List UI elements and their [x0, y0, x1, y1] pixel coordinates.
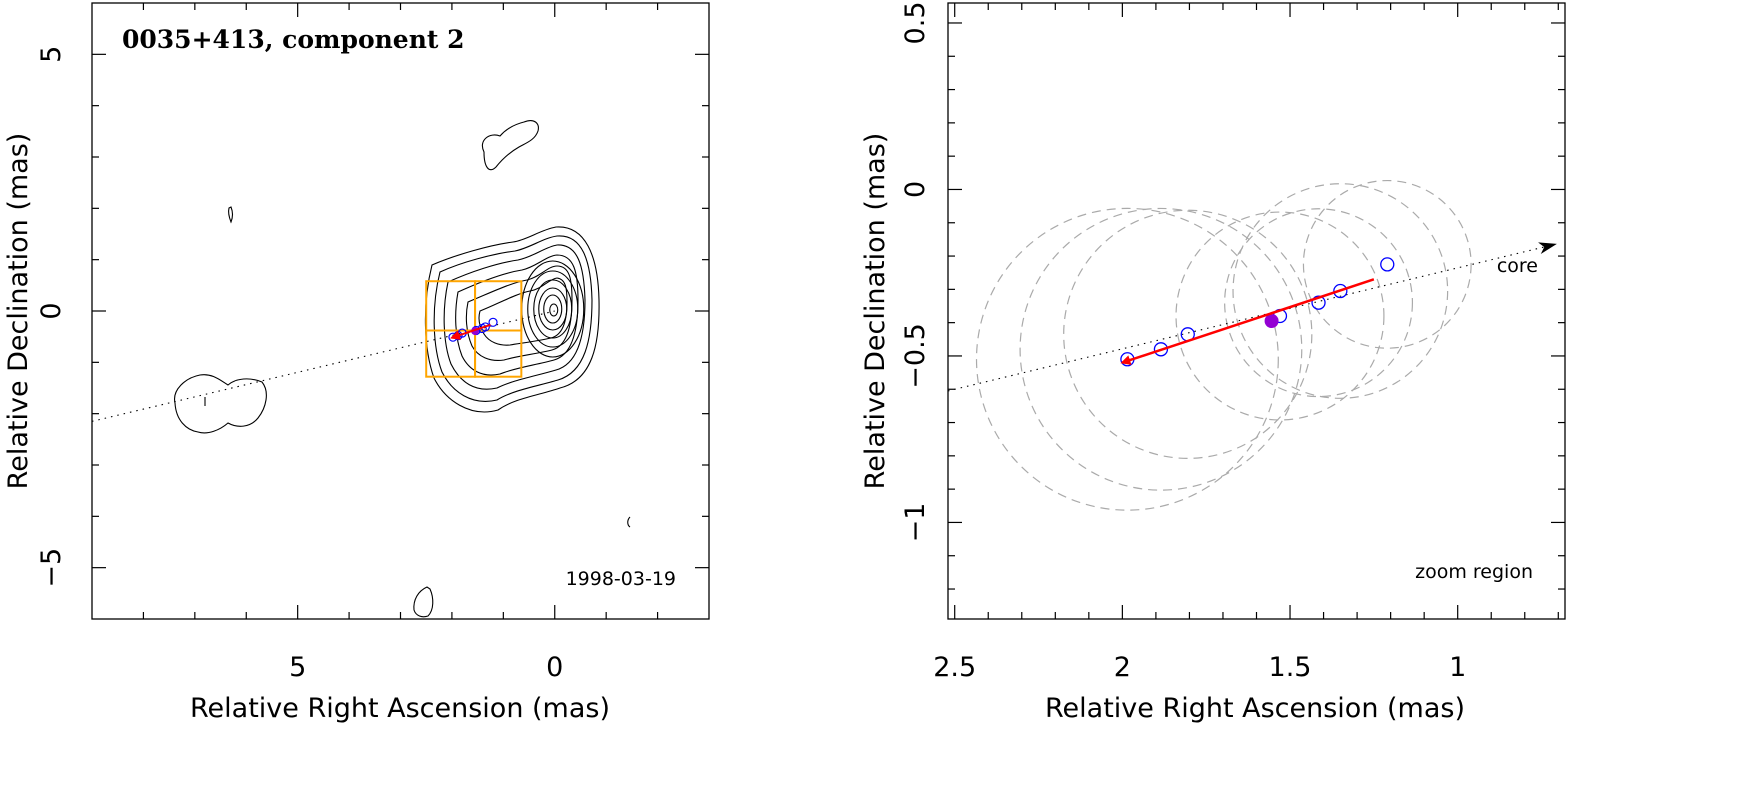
y-tick-label: −0.5 [900, 323, 931, 389]
zoom-box [474, 280, 523, 332]
x-axis-label: Relative Right Ascension (mas) [190, 693, 610, 724]
core-label: core [1497, 255, 1538, 277]
contour-core-4 [455, 254, 579, 376]
x-tick-label: 1.5 [1269, 652, 1312, 683]
zoom-box [425, 329, 477, 378]
core-contour [549, 303, 559, 317]
core-contour [521, 260, 585, 358]
uncertainty-circle [1302, 179, 1472, 349]
y-tick-label: −1 [900, 503, 931, 543]
x-tick-label: 2 [1114, 652, 1131, 683]
contour-small-feature-b [413, 586, 434, 618]
y-axis-label: Relative Declination (mas) [860, 133, 891, 490]
contour-map [174, 120, 631, 618]
jet-axis-line [91, 310, 555, 422]
x-tick-label: 0 [546, 652, 563, 683]
y-tick-label: 0.5 [900, 2, 931, 45]
chart-title: 0035+413, component 2 [122, 25, 465, 54]
core-contour [543, 294, 563, 324]
zoom-box [474, 329, 523, 378]
axis-ticks [948, 3, 1565, 619]
y-axis-label: Relative Declination (mas) [3, 133, 34, 490]
contour-north-blob [482, 120, 539, 171]
component-marker [1333, 283, 1348, 299]
x-tick-label: 2.5 [933, 652, 976, 683]
component-marker [1380, 257, 1395, 272]
y-tick-label: 5 [36, 46, 67, 63]
uncertainty-circle [1175, 211, 1385, 421]
uncertainty-circle [1063, 209, 1313, 459]
contour-core-3 [443, 244, 586, 390]
panel-contour-map: 5 050−5 0035+413, component 2 1998-03-19 … [3, 2, 710, 724]
panel-frame [947, 2, 1566, 620]
panel-frame [91, 2, 710, 620]
uncertainty-circle [1224, 208, 1414, 398]
tick-labels: 5 0 5 0 −5 [36, 46, 563, 683]
component-marker [1153, 342, 1169, 357]
uncertainty-circle [975, 207, 1279, 511]
y-tick-label: 0 [900, 181, 931, 198]
contour-small-feature-a [228, 206, 234, 224]
uncertainty-circle [1019, 207, 1303, 491]
highlight-component [1264, 313, 1279, 328]
contour-small-feature-c [627, 516, 631, 528]
jet-axis-line [947, 242, 1557, 392]
x-axis-label: Relative Right Ascension (mas) [1045, 693, 1465, 724]
x-tick-label: 1 [1449, 652, 1466, 683]
velocity-arrow [450, 323, 491, 340]
contour-core-6 [478, 277, 568, 346]
component-marker [1311, 295, 1326, 310]
velocity-arrow [1120, 278, 1375, 365]
contour-east-lobe [174, 374, 267, 434]
tick-labels: 2.5 2 1.5 1 0.5 0 −0.5 −1 [900, 2, 1466, 683]
core-contours [521, 260, 585, 358]
contour-core-2 [433, 235, 593, 402]
contour-core-5 [465, 265, 573, 361]
panel-zoom: 2.5 2 1.5 1 0.5 0 −0.5 −1 core zoom region Rela… [860, 2, 1566, 724]
core-contour [527, 270, 579, 348]
axis-ticks [92, 3, 709, 619]
y-tick-label: −5 [36, 548, 67, 588]
epoch-annotation: 1998-03-19 [566, 568, 676, 590]
contour-outer-core [424, 226, 600, 413]
uncertainty-circles [975, 179, 1472, 511]
core-contour [538, 287, 568, 331]
uncertainty-circle [1232, 183, 1449, 399]
zoom-annotation: zoom region [1415, 561, 1533, 583]
component-marker [488, 317, 498, 327]
y-tick-label: 0 [36, 302, 67, 319]
x-tick-label: 5 [289, 652, 306, 683]
